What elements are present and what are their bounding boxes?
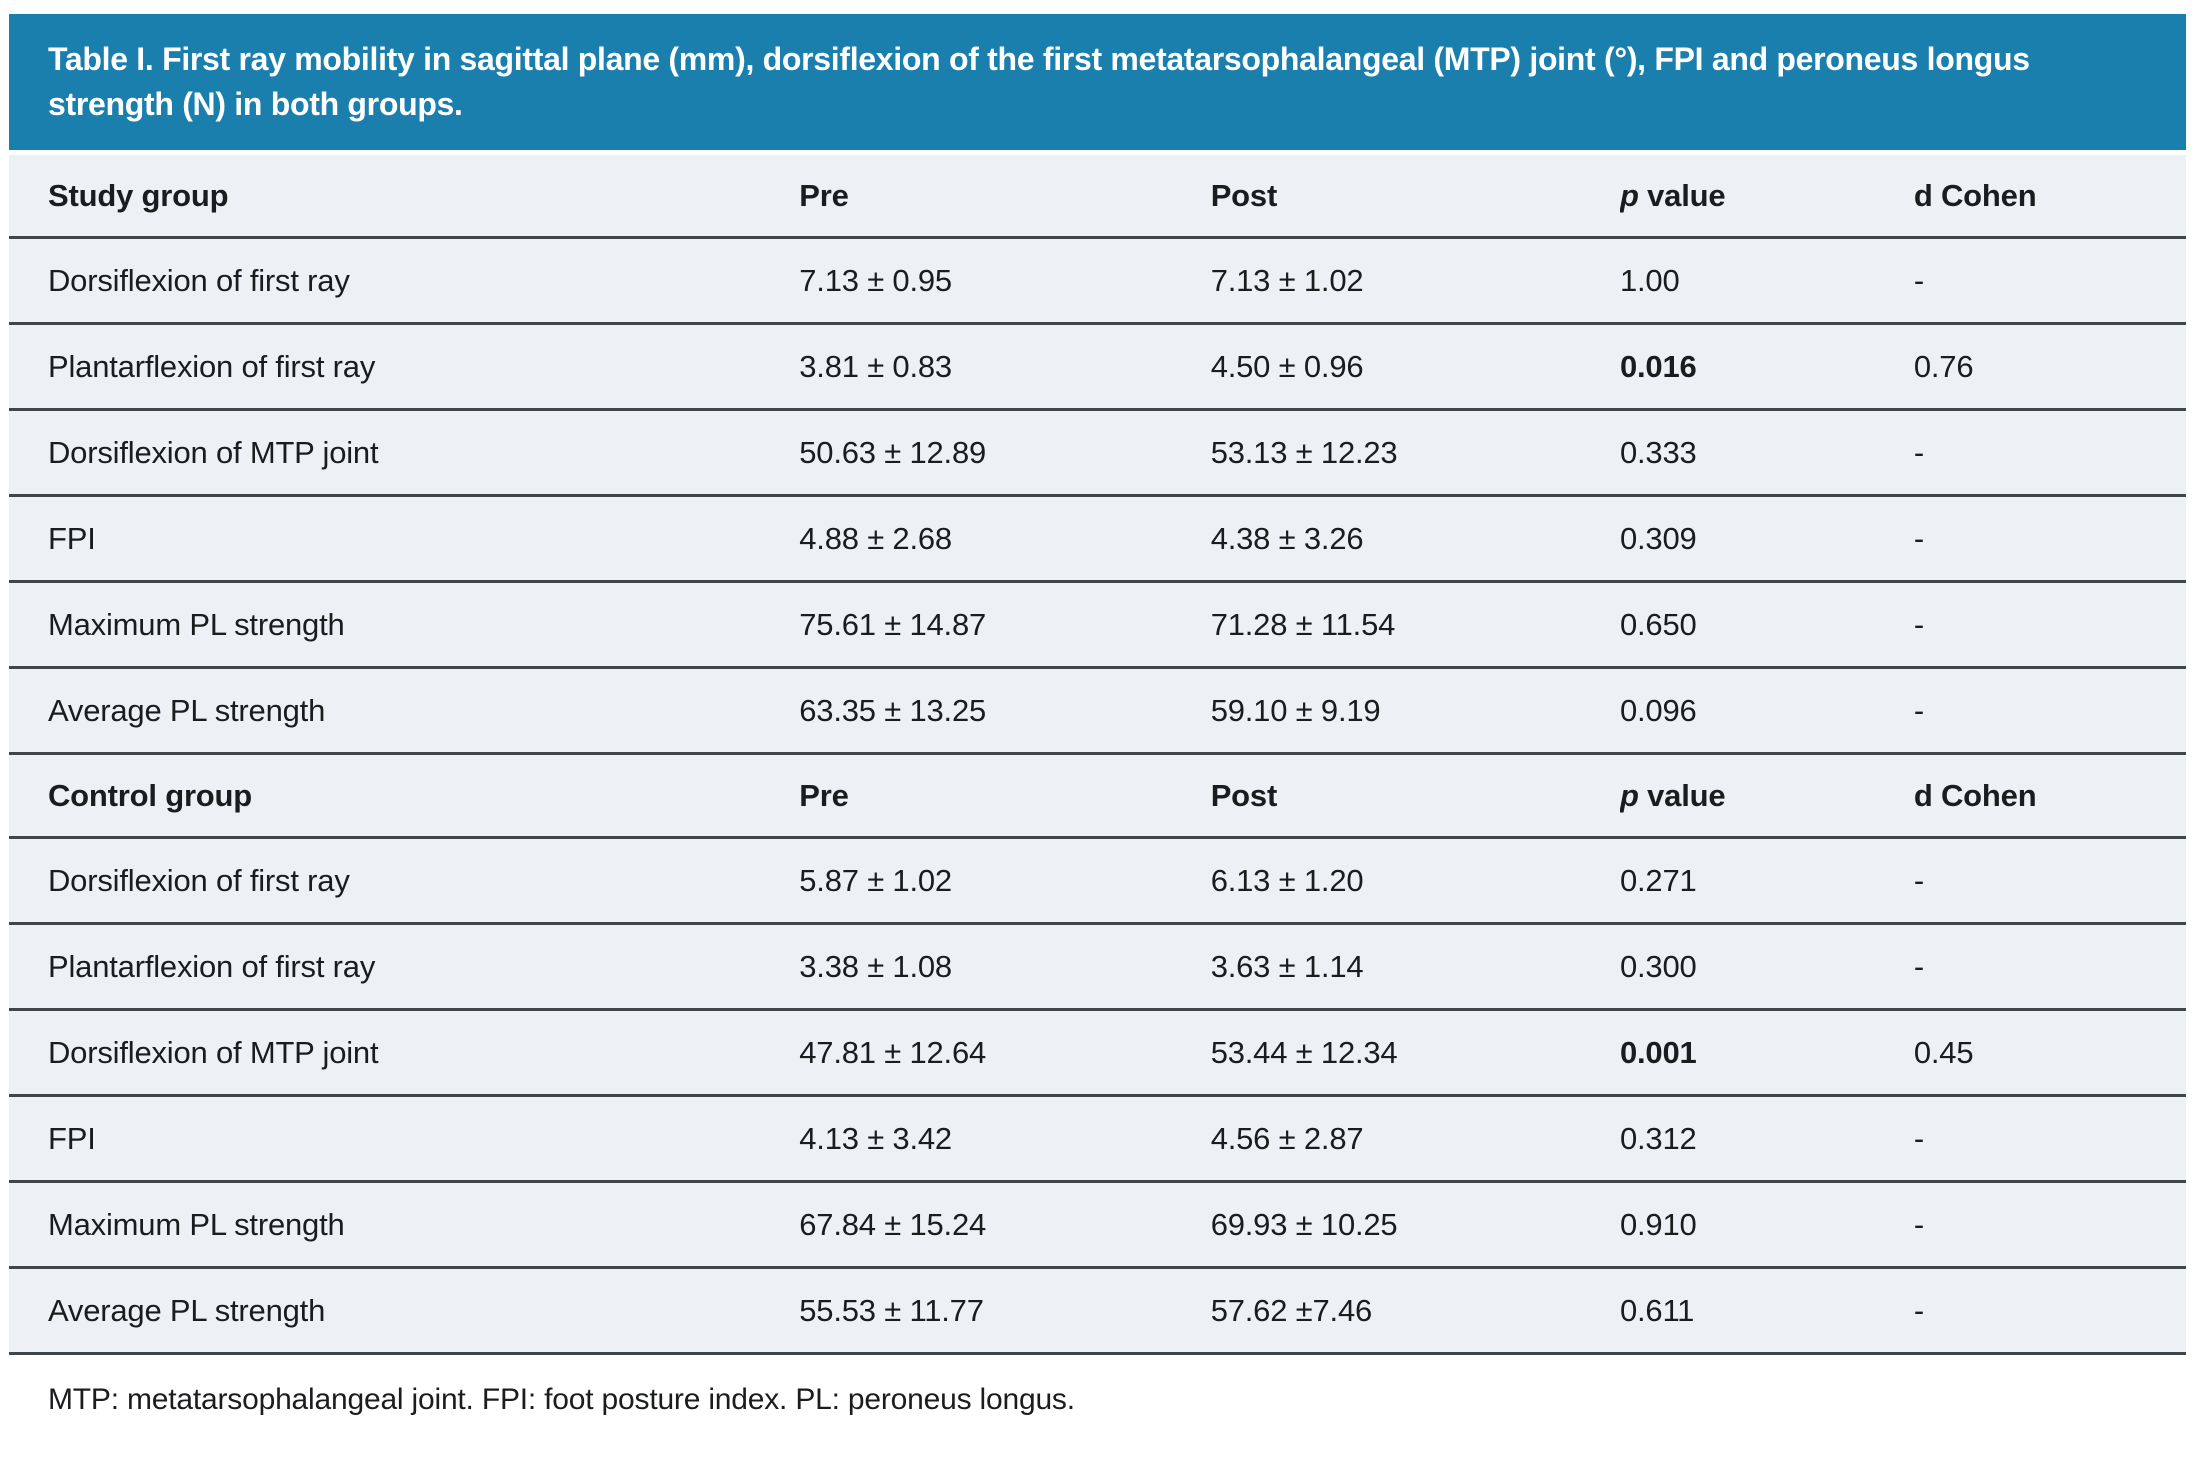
p-rest: value	[1638, 777, 1726, 813]
cell-p-value: 1.00	[1619, 262, 1680, 298]
cell-pre: 5.87 ± 1.02	[799, 862, 952, 898]
p-italic: p	[1619, 177, 1639, 213]
cell-pre: 67.84 ± 15.24	[799, 1206, 987, 1242]
cell-pre: 3.81 ± 0.83	[799, 348, 952, 384]
p-rest: value	[1638, 177, 1726, 213]
table-row: Average PL strength 63.35 ± 13.25 59.10 …	[9, 669, 2186, 755]
cell-post: 57.62 ±7.46	[1210, 1292, 1373, 1328]
cell-d-cohen: -	[1913, 692, 1924, 728]
cell-post: 69.93 ± 10.25	[1210, 1206, 1398, 1242]
table-row: Dorsiflexion of first ray 5.87 ± 1.02 6.…	[9, 839, 2186, 925]
group-label: Study group	[48, 177, 229, 213]
cell-p-value-significant: 0.001	[1619, 1034, 1697, 1070]
cell-p-value: 0.312	[1619, 1120, 1697, 1156]
row-label: Average PL strength	[48, 692, 326, 728]
row-label: Maximum PL strength	[48, 1206, 345, 1242]
col-header-post: Post	[1210, 177, 1278, 213]
cell-pre: 75.61 ± 14.87	[799, 606, 987, 642]
cell-post: 4.38 ± 3.26	[1210, 520, 1364, 556]
row-label: FPI	[48, 1120, 96, 1156]
group-header-row-study: Study group Pre Post p value d Cohen	[9, 155, 2186, 239]
cell-d-cohen: -	[1913, 520, 1924, 556]
row-label: Dorsiflexion of MTP joint	[48, 1034, 379, 1070]
table-footnote: MTP: metatarsophalangeal joint. FPI: foo…	[48, 1383, 1075, 1416]
table-row: Maximum PL strength 75.61 ± 14.87 71.28 …	[9, 583, 2186, 669]
cell-p-value: 0.096	[1619, 692, 1697, 728]
table-row: FPI 4.13 ± 3.42 4.56 ± 2.87 0.312 -	[9, 1097, 2186, 1183]
cell-post: 59.10 ± 9.19	[1210, 692, 1381, 728]
cell-post: 7.13 ± 1.02	[1210, 262, 1364, 298]
table-body: Study group Pre Post p value d Cohen Dor…	[9, 155, 2186, 1355]
cell-pre: 4.88 ± 2.68	[799, 520, 952, 556]
row-label: Plantarflexion of first ray	[48, 948, 376, 984]
cell-post: 53.13 ± 12.23	[1210, 434, 1398, 470]
cell-p-value: 0.300	[1619, 948, 1697, 984]
cell-pre: 55.53 ± 11.77	[799, 1292, 984, 1328]
col-header-post: Post	[1210, 777, 1278, 813]
col-header-d-cohen: d Cohen	[1913, 777, 2037, 813]
table-row: Plantarflexion of first ray 3.81 ± 0.83 …	[9, 325, 2186, 411]
cell-post: 4.56 ± 2.87	[1210, 1120, 1364, 1156]
row-label: FPI	[48, 520, 96, 556]
cell-post: 3.63 ± 1.14	[1210, 948, 1364, 984]
col-header-d-cohen: d Cohen	[1913, 177, 2037, 213]
table-row: Average PL strength 55.53 ± 11.77 57.62 …	[9, 1269, 2186, 1355]
col-header-pre: Pre	[799, 777, 849, 813]
table-title-bar: Table I. First ray mobility in sagittal …	[9, 14, 2186, 150]
cell-d-cohen: -	[1913, 1120, 1924, 1156]
p-italic: p	[1619, 777, 1639, 813]
row-label: Plantarflexion of first ray	[48, 348, 376, 384]
cell-post: 53.44 ± 12.34	[1210, 1034, 1398, 1070]
cell-d-cohen: -	[1913, 1292, 1924, 1328]
row-label: Average PL strength	[48, 1292, 326, 1328]
cell-post: 4.50 ± 0.96	[1210, 348, 1364, 384]
col-header-pre: Pre	[799, 177, 849, 213]
group-label: Control group	[48, 777, 253, 813]
cell-d-cohen: -	[1913, 606, 1924, 642]
cell-p-value: 0.333	[1619, 434, 1697, 470]
table-row: Dorsiflexion of MTP joint 47.81 ± 12.64 …	[9, 1011, 2186, 1097]
cell-p-value-significant: 0.016	[1619, 348, 1697, 384]
table-row: Dorsiflexion of first ray 7.13 ± 0.95 7.…	[9, 239, 2186, 325]
cell-pre: 7.13 ± 0.95	[799, 262, 952, 298]
cell-post: 6.13 ± 1.20	[1210, 862, 1364, 898]
table-card: Table I. First ray mobility in sagittal …	[9, 14, 2186, 1417]
cell-p-value: 0.271	[1619, 862, 1697, 898]
group-header-row-control: Control group Pre Post p value d Cohen	[9, 755, 2186, 839]
table-row: Dorsiflexion of MTP joint 50.63 ± 12.89 …	[9, 411, 2186, 497]
cell-pre: 3.38 ± 1.08	[799, 948, 952, 984]
cell-pre: 63.35 ± 13.25	[799, 692, 987, 728]
col-header-p-value: p value	[1620, 778, 1914, 814]
cell-pre: 4.13 ± 3.42	[799, 1120, 952, 1156]
row-label: Dorsiflexion of MTP joint	[48, 434, 379, 470]
row-label: Dorsiflexion of first ray	[48, 862, 350, 898]
row-label: Dorsiflexion of first ray	[48, 262, 350, 298]
cell-p-value: 0.650	[1619, 606, 1697, 642]
cell-p-value: 0.611	[1619, 1292, 1695, 1328]
cell-p-value: 0.309	[1619, 520, 1697, 556]
cell-d-cohen: -	[1913, 948, 1924, 984]
cell-pre: 47.81 ± 12.64	[799, 1034, 987, 1070]
cell-d-cohen: -	[1913, 262, 1924, 298]
table-row: FPI 4.88 ± 2.68 4.38 ± 3.26 0.309 -	[9, 497, 2186, 583]
cell-d-cohen: -	[1913, 434, 1924, 470]
col-header-p-value: p value	[1620, 178, 1914, 214]
row-label: Maximum PL strength	[48, 606, 345, 642]
cell-d-cohen: -	[1913, 862, 1924, 898]
cell-post: 71.28 ± 11.54	[1210, 606, 1396, 642]
cell-pre: 50.63 ± 12.89	[799, 434, 987, 470]
cell-d-cohen: 0.76	[1913, 348, 1974, 384]
cell-p-value: 0.910	[1619, 1206, 1697, 1242]
cell-d-cohen: 0.45	[1913, 1034, 1974, 1070]
table-row: Plantarflexion of first ray 3.38 ± 1.08 …	[9, 925, 2186, 1011]
table-title: Table I. First ray mobility in sagittal …	[48, 40, 2030, 122]
table-row: Maximum PL strength 67.84 ± 15.24 69.93 …	[9, 1183, 2186, 1269]
cell-d-cohen: -	[1913, 1206, 1924, 1242]
